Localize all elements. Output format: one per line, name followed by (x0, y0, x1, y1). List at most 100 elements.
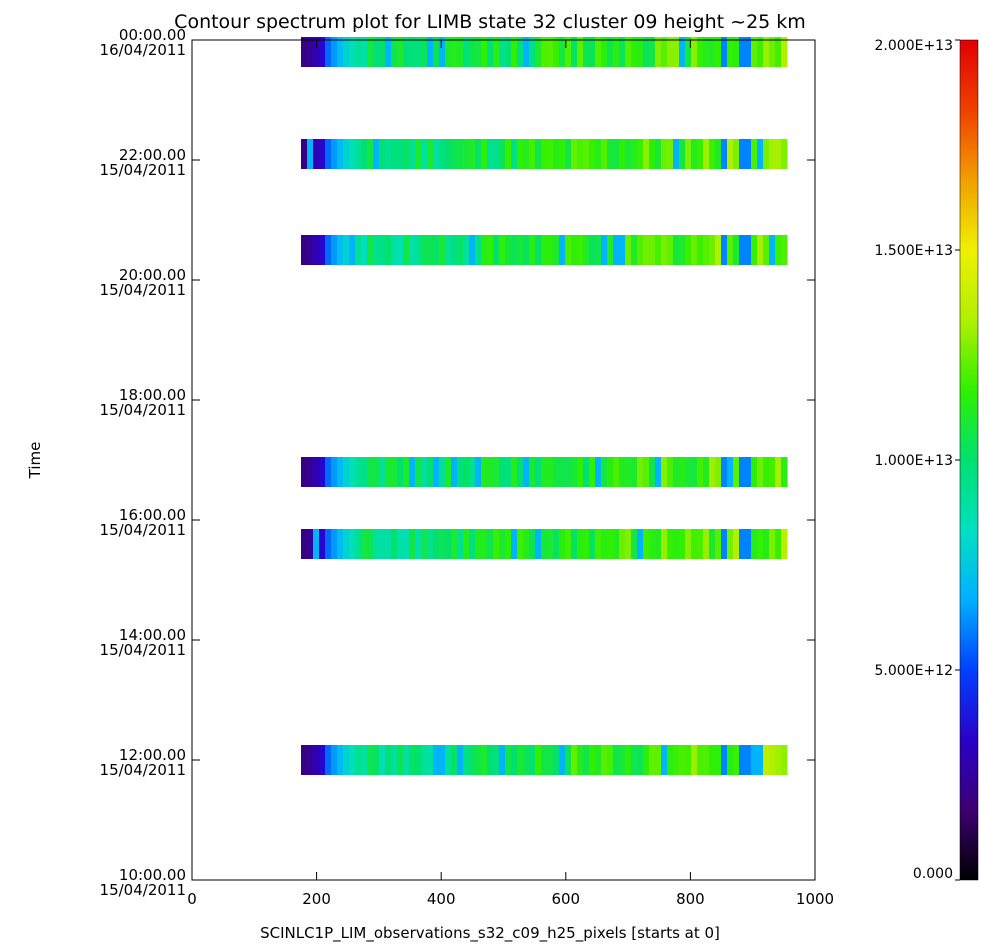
spectrum-cell (613, 235, 620, 265)
spectrum-cell (511, 139, 518, 169)
spectrum-cell (763, 139, 770, 169)
spectrum-cell (493, 139, 500, 169)
spectrum-cell (625, 139, 632, 169)
colorbar-tick-label: 2.000E+13 (875, 38, 953, 54)
spectrum-cell (451, 457, 458, 487)
spectrum-cell (781, 139, 788, 169)
spectrum-cell (379, 457, 386, 487)
spectrum-cell (343, 235, 350, 265)
spectrum-cell (481, 745, 488, 775)
spectrum-cell (703, 139, 710, 169)
spectrum-cell (703, 37, 710, 67)
spectrum-cell (319, 529, 326, 559)
y-tick-label-date: 15/04/2011 (100, 521, 186, 539)
spectrum-cell (781, 37, 788, 67)
spectrum-cell (445, 37, 452, 67)
spectrum-cell (451, 235, 458, 265)
spectrum-cell (715, 529, 722, 559)
spectrum-cell (349, 529, 356, 559)
colorbar-tick-label: 1.500E+13 (875, 243, 953, 259)
spectrum-cell (559, 745, 566, 775)
spectrum-cell (619, 457, 626, 487)
spectrum-cell (517, 457, 524, 487)
spectrum-cell (505, 457, 512, 487)
spectrum-cell (655, 37, 662, 67)
spectrum-cell (607, 235, 614, 265)
y-tick-label-time: 14:00.00 (119, 626, 186, 644)
spectrum-cell (553, 139, 560, 169)
spectrum-cell (727, 37, 734, 67)
spectrum-cell (721, 457, 728, 487)
spectrum-cell (589, 529, 596, 559)
spectrum-cell (637, 235, 644, 265)
spectrum-cell (343, 529, 350, 559)
spectrum-cell (445, 139, 452, 169)
spectrum-cell (601, 457, 608, 487)
spectrum-cell (691, 37, 698, 67)
spectrum-cell (775, 37, 782, 67)
spectrum-cell (367, 457, 374, 487)
spectrum-cell (583, 37, 590, 67)
spectrum-cell (691, 529, 698, 559)
observation-row (301, 235, 788, 265)
spectrum-cell (739, 457, 746, 487)
x-tick-label: 200 (302, 890, 331, 908)
y-tick-label-time: 22:00.00 (119, 146, 186, 164)
y-tick-label-time: 20:00.00 (119, 266, 186, 284)
y-tick-label-date: 16/04/2011 (100, 41, 186, 59)
spectrum-cell (511, 529, 518, 559)
spectrum-cell (307, 235, 314, 265)
spectrum-cell (319, 457, 326, 487)
spectrum-cell (379, 235, 386, 265)
spectrum-cell (769, 745, 776, 775)
spectrum-cell (745, 745, 752, 775)
spectrum-cell (733, 457, 740, 487)
spectrum-cell (739, 529, 746, 559)
y-tick-label-time: 12:00.00 (119, 746, 186, 764)
spectrum-cell (595, 529, 602, 559)
spectrum-cell (337, 529, 344, 559)
spectrum-cell (673, 235, 680, 265)
spectrum-cell (727, 457, 734, 487)
observation-row (301, 457, 788, 487)
y-tick-label-time: 16:00.00 (119, 506, 186, 524)
spectrum-cell (571, 37, 578, 67)
spectrum-cell (673, 745, 680, 775)
spectrum-cell (421, 457, 428, 487)
spectrum-cell (595, 235, 602, 265)
spectrum-cell (427, 139, 434, 169)
spectrum-cell (607, 529, 614, 559)
spectrum-cell (523, 235, 530, 265)
spectrum-cell (445, 457, 452, 487)
spectrum-cell (577, 529, 584, 559)
spectrum-cell (619, 235, 626, 265)
spectrum-cell (721, 139, 728, 169)
spectrum-cell (703, 457, 710, 487)
spectrum-cell (409, 529, 416, 559)
spectrum-cell (643, 457, 650, 487)
spectrum-cell (625, 457, 632, 487)
spectrum-cell (439, 529, 446, 559)
colorbar-tick-label: 5.000E+12 (875, 663, 953, 679)
spectrum-cell (475, 745, 482, 775)
y-tick-label-time: 18:00.00 (119, 386, 186, 404)
spectrum-cell (739, 37, 746, 67)
spectrum-cell (517, 235, 524, 265)
observation-row (301, 139, 788, 169)
spectrum-cell (781, 745, 788, 775)
spectrum-cell (337, 37, 344, 67)
y-tick-label-time: 00:00.00 (119, 26, 186, 44)
spectrum-cell (775, 235, 782, 265)
spectrum-cell (535, 457, 542, 487)
spectrum-cell (301, 457, 308, 487)
spectrum-cell (379, 529, 386, 559)
spectrum-cell (403, 235, 410, 265)
spectrum-cell (439, 235, 446, 265)
spectrum-cell (601, 745, 608, 775)
spectrum-cell (667, 235, 674, 265)
spectrum-cell (733, 37, 740, 67)
spectrum-cell (667, 529, 674, 559)
spectrum-cell (301, 529, 308, 559)
spectrum-cell (619, 139, 626, 169)
spectrum-cell (367, 139, 374, 169)
